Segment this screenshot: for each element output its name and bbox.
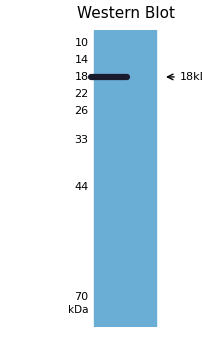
Text: 22: 22: [74, 89, 88, 99]
Text: 14: 14: [74, 55, 88, 65]
Bar: [94, 30, 156, 327]
Text: 44: 44: [74, 182, 88, 192]
Text: 18kDa: 18kDa: [179, 72, 202, 82]
Text: 26: 26: [74, 106, 88, 116]
Text: Western Blot: Western Blot: [77, 6, 174, 22]
Text: 10: 10: [74, 38, 88, 48]
Text: kDa: kDa: [68, 305, 88, 315]
Text: 70: 70: [74, 292, 88, 302]
Text: 33: 33: [74, 135, 88, 146]
Text: 18: 18: [74, 72, 88, 82]
